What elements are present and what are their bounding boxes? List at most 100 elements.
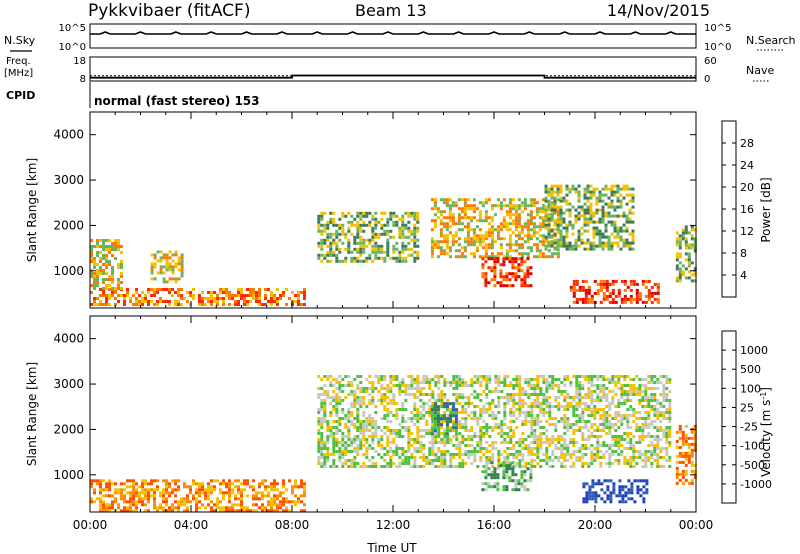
- echo-cell: [609, 497, 613, 501]
- echo-cell: [514, 275, 518, 279]
- echo-cell: [583, 241, 587, 245]
- echo-cell: [630, 485, 634, 489]
- echo-cell: [512, 402, 516, 405]
- echo-cell: [356, 375, 360, 378]
- nsky-panel: N.Sky 10^5 10^0 10^5 10^0 N.Search: [4, 23, 796, 53]
- echo-cell: [644, 396, 648, 399]
- echo-cell: [629, 441, 633, 444]
- echo-cell: [368, 375, 372, 378]
- echo-cell: [665, 399, 669, 402]
- echo-cell: [499, 252, 503, 256]
- echo-cell: [481, 219, 485, 223]
- echo-cell: [126, 479, 129, 483]
- echo-cell: [338, 396, 342, 399]
- echo-cell: [132, 488, 135, 492]
- echo-cell: [632, 459, 636, 462]
- echo-cell: [350, 438, 354, 441]
- echo-cell: [353, 238, 357, 242]
- echo-cell: [303, 288, 306, 291]
- echo-cell: [144, 294, 147, 297]
- echo-cell: [460, 228, 464, 232]
- echo-cell: [619, 229, 623, 233]
- echo-cell: [497, 390, 501, 393]
- echo-cell: [436, 423, 440, 427]
- echo-cell: [625, 220, 629, 224]
- echo-cell: [162, 265, 166, 269]
- echo-cell: [623, 390, 627, 393]
- echo-cell: [461, 381, 465, 384]
- echo-cell: [608, 456, 612, 459]
- echo-cell: [590, 378, 594, 381]
- echo-cell: [431, 396, 435, 399]
- echo-cell: [644, 294, 648, 298]
- echo-cell: [599, 396, 603, 399]
- echo-cell: [497, 456, 501, 459]
- echo-cell: [638, 390, 642, 393]
- echo-cell: [585, 494, 589, 498]
- echo-cell: [502, 255, 506, 259]
- echo-cell: [386, 426, 390, 429]
- echo-cell: [90, 479, 93, 483]
- x-tick-label: 00:00: [73, 518, 108, 532]
- echo-cell: [617, 426, 621, 429]
- echo-cell: [114, 287, 117, 290]
- echo-cell: [135, 300, 138, 303]
- echo-cell: [482, 375, 486, 378]
- echo-cell: [431, 423, 435, 426]
- echo-cell: [479, 432, 483, 435]
- echo-cell: [105, 257, 108, 260]
- echo-cell: [497, 450, 501, 453]
- echo-cell: [380, 375, 384, 378]
- echo-cell: [374, 429, 378, 432]
- echo-cell: [386, 253, 390, 257]
- echo-cell: [439, 246, 443, 250]
- echo-cell: [684, 258, 688, 262]
- echo-cell: [282, 291, 285, 294]
- echo-cell: [520, 284, 524, 288]
- echo-cell: [99, 266, 102, 269]
- echo-cell: [407, 447, 411, 450]
- echo-cell: [508, 222, 512, 226]
- echo-cell: [592, 244, 596, 248]
- echo-cell: [439, 198, 443, 202]
- echo-cell: [93, 303, 96, 306]
- echo-cell: [371, 396, 375, 399]
- echo-cell: [574, 241, 578, 245]
- echo-cell: [464, 462, 468, 465]
- echo-cell: [687, 264, 691, 268]
- echo-cell: [401, 220, 405, 224]
- echo-cell: [138, 497, 141, 501]
- echo-cell: [503, 414, 507, 417]
- echo-cell: [469, 204, 473, 208]
- echo-cell: [593, 408, 597, 411]
- echo-cell: [341, 444, 345, 447]
- echo-cell: [458, 396, 462, 399]
- echo-cell: [159, 268, 163, 272]
- echo-cell: [497, 378, 501, 381]
- echo-cell: [389, 387, 393, 390]
- echo-cell: [544, 240, 548, 244]
- echo-cell: [198, 482, 201, 486]
- echo-cell: [383, 465, 387, 468]
- echo-cell: [611, 438, 615, 441]
- echo-cell: [150, 288, 153, 291]
- echo-cell: [523, 284, 527, 288]
- echo-cell: [252, 485, 255, 489]
- echo-cell: [608, 447, 612, 450]
- echo-cell: [632, 408, 636, 411]
- echo-cell: [463, 204, 467, 208]
- echo-cell: [243, 300, 246, 303]
- echo-cell: [563, 465, 567, 468]
- echo-cell: [538, 252, 542, 256]
- echo-cell: [520, 243, 524, 247]
- echo-cell: [171, 479, 174, 483]
- echo-cell: [114, 482, 117, 486]
- echo-cell: [611, 396, 615, 399]
- echo-cell: [359, 217, 363, 221]
- echo-cell: [201, 300, 204, 303]
- echo-cell: [150, 488, 153, 492]
- echo-cell: [690, 460, 694, 464]
- echo-cell: [341, 408, 345, 411]
- echo-cell: [416, 438, 420, 441]
- echo-cell: [404, 226, 408, 230]
